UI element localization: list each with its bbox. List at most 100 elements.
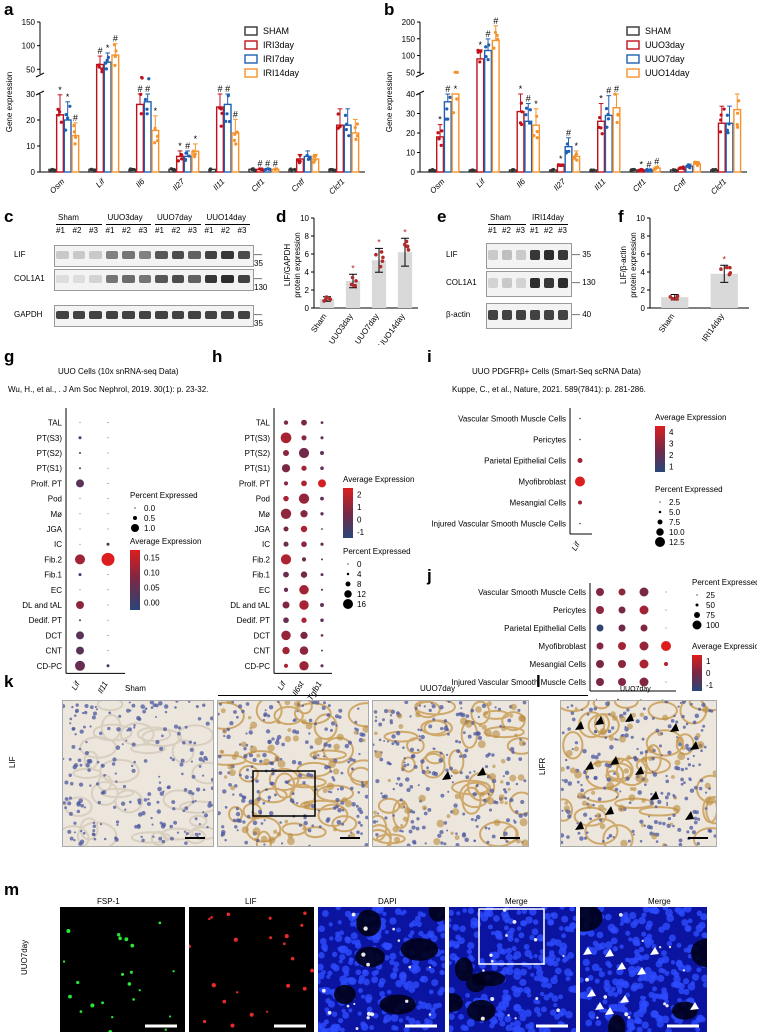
dapi-nucleus bbox=[427, 959, 433, 965]
dapi-nucleus bbox=[467, 907, 475, 915]
signal-dot bbox=[226, 912, 231, 917]
nucleus bbox=[690, 702, 693, 706]
fluorescence-texture bbox=[189, 911, 314, 1028]
nucleus bbox=[667, 750, 672, 755]
dot bbox=[320, 618, 324, 622]
dot bbox=[320, 496, 324, 501]
dapi-nucleus bbox=[652, 997, 657, 1002]
nucleus bbox=[147, 798, 150, 801]
nucleus bbox=[567, 727, 571, 731]
dot bbox=[283, 495, 289, 502]
nucleus bbox=[358, 737, 364, 743]
signal-dot bbox=[490, 959, 494, 963]
dot bbox=[75, 554, 85, 565]
legend-label: IRI7day bbox=[263, 54, 295, 64]
y-tick-label: 150 bbox=[402, 35, 416, 44]
arrowhead bbox=[685, 811, 694, 820]
dapi-nucleus bbox=[543, 994, 550, 1001]
dapi-nucleus bbox=[328, 922, 333, 927]
y-tick-label: 4 bbox=[305, 268, 310, 277]
data-point bbox=[345, 122, 349, 126]
nucleus bbox=[403, 761, 406, 764]
nucleus bbox=[702, 724, 706, 728]
dapi-nucleus bbox=[632, 939, 639, 947]
nucleus bbox=[703, 745, 707, 749]
y-axis-label: Gene expression bbox=[5, 72, 14, 132]
dot bbox=[280, 554, 292, 565]
lif-stain bbox=[648, 757, 653, 762]
significance-marker: * bbox=[351, 263, 355, 273]
nucleus bbox=[235, 811, 241, 817]
lif-stain bbox=[643, 777, 649, 783]
dapi-nucleus bbox=[613, 992, 619, 998]
y-tick-label: 30 bbox=[406, 110, 415, 119]
blot-mw-label: — 35 bbox=[254, 250, 263, 268]
blot-band bbox=[558, 310, 568, 320]
nucleus bbox=[277, 701, 280, 704]
nucleus bbox=[326, 713, 331, 717]
tubule bbox=[420, 752, 446, 779]
blot-band bbox=[171, 251, 184, 259]
dapi-nucleus bbox=[538, 1026, 546, 1032]
nucleus bbox=[83, 806, 86, 809]
nucleus bbox=[265, 788, 269, 791]
nucleus bbox=[443, 719, 448, 723]
nucleus bbox=[464, 837, 469, 843]
nucleus bbox=[291, 792, 295, 796]
dapi-nucleus bbox=[638, 916, 646, 925]
nucleus bbox=[406, 843, 411, 846]
significance-marker: * bbox=[438, 115, 442, 125]
dot bbox=[280, 432, 292, 444]
nucleus bbox=[616, 738, 619, 741]
dot bbox=[300, 631, 308, 640]
row-label: Fib.1 bbox=[252, 571, 270, 580]
nucleus bbox=[438, 757, 444, 763]
lif-stain bbox=[641, 756, 648, 763]
arrowhead bbox=[617, 962, 626, 970]
nucleus bbox=[161, 734, 164, 738]
size-legend-label: 2.5 bbox=[669, 498, 681, 507]
nucleus bbox=[686, 757, 690, 761]
blot-row-label: GAPDH bbox=[14, 310, 43, 319]
dot bbox=[596, 624, 604, 632]
nucleus bbox=[580, 788, 584, 793]
nucleus bbox=[651, 770, 654, 774]
nucleus bbox=[185, 832, 189, 836]
nucleus bbox=[297, 761, 302, 766]
nucleus bbox=[80, 829, 83, 833]
dapi-nucleus bbox=[539, 936, 545, 942]
signal-dot bbox=[117, 933, 121, 937]
dapi-nucleus bbox=[662, 922, 671, 931]
signal-dot bbox=[121, 972, 125, 976]
dot bbox=[107, 650, 109, 652]
dapi-nucleus bbox=[612, 946, 618, 952]
signal-dot bbox=[235, 991, 239, 994]
dapi-nucleus bbox=[318, 951, 325, 959]
data-point bbox=[379, 250, 384, 254]
nucleus bbox=[637, 790, 643, 795]
nucleus bbox=[298, 823, 302, 827]
nucleus bbox=[391, 742, 395, 746]
dapi-nucleus bbox=[357, 988, 364, 994]
nucleus bbox=[156, 809, 161, 814]
x-tick-label: Il11 bbox=[211, 177, 226, 192]
lif-stain bbox=[415, 712, 421, 718]
nucleus bbox=[488, 808, 493, 812]
blot-strip bbox=[486, 243, 572, 269]
tubule bbox=[218, 701, 245, 730]
dapi-nucleus bbox=[318, 972, 325, 980]
nucleus bbox=[704, 807, 708, 810]
nucleus bbox=[131, 703, 136, 708]
lif-stain bbox=[247, 715, 252, 720]
dapi-nucleus bbox=[505, 953, 514, 961]
lif-stain bbox=[425, 769, 431, 775]
nucleus bbox=[383, 739, 386, 742]
dot bbox=[79, 589, 81, 591]
nucleus bbox=[642, 707, 646, 711]
dot bbox=[282, 601, 290, 609]
nucleus bbox=[447, 790, 450, 793]
dapi-nucleus bbox=[548, 950, 555, 956]
data-point bbox=[605, 125, 609, 129]
signal-dot bbox=[265, 1010, 269, 1013]
fluorescence-texture bbox=[318, 907, 445, 1032]
